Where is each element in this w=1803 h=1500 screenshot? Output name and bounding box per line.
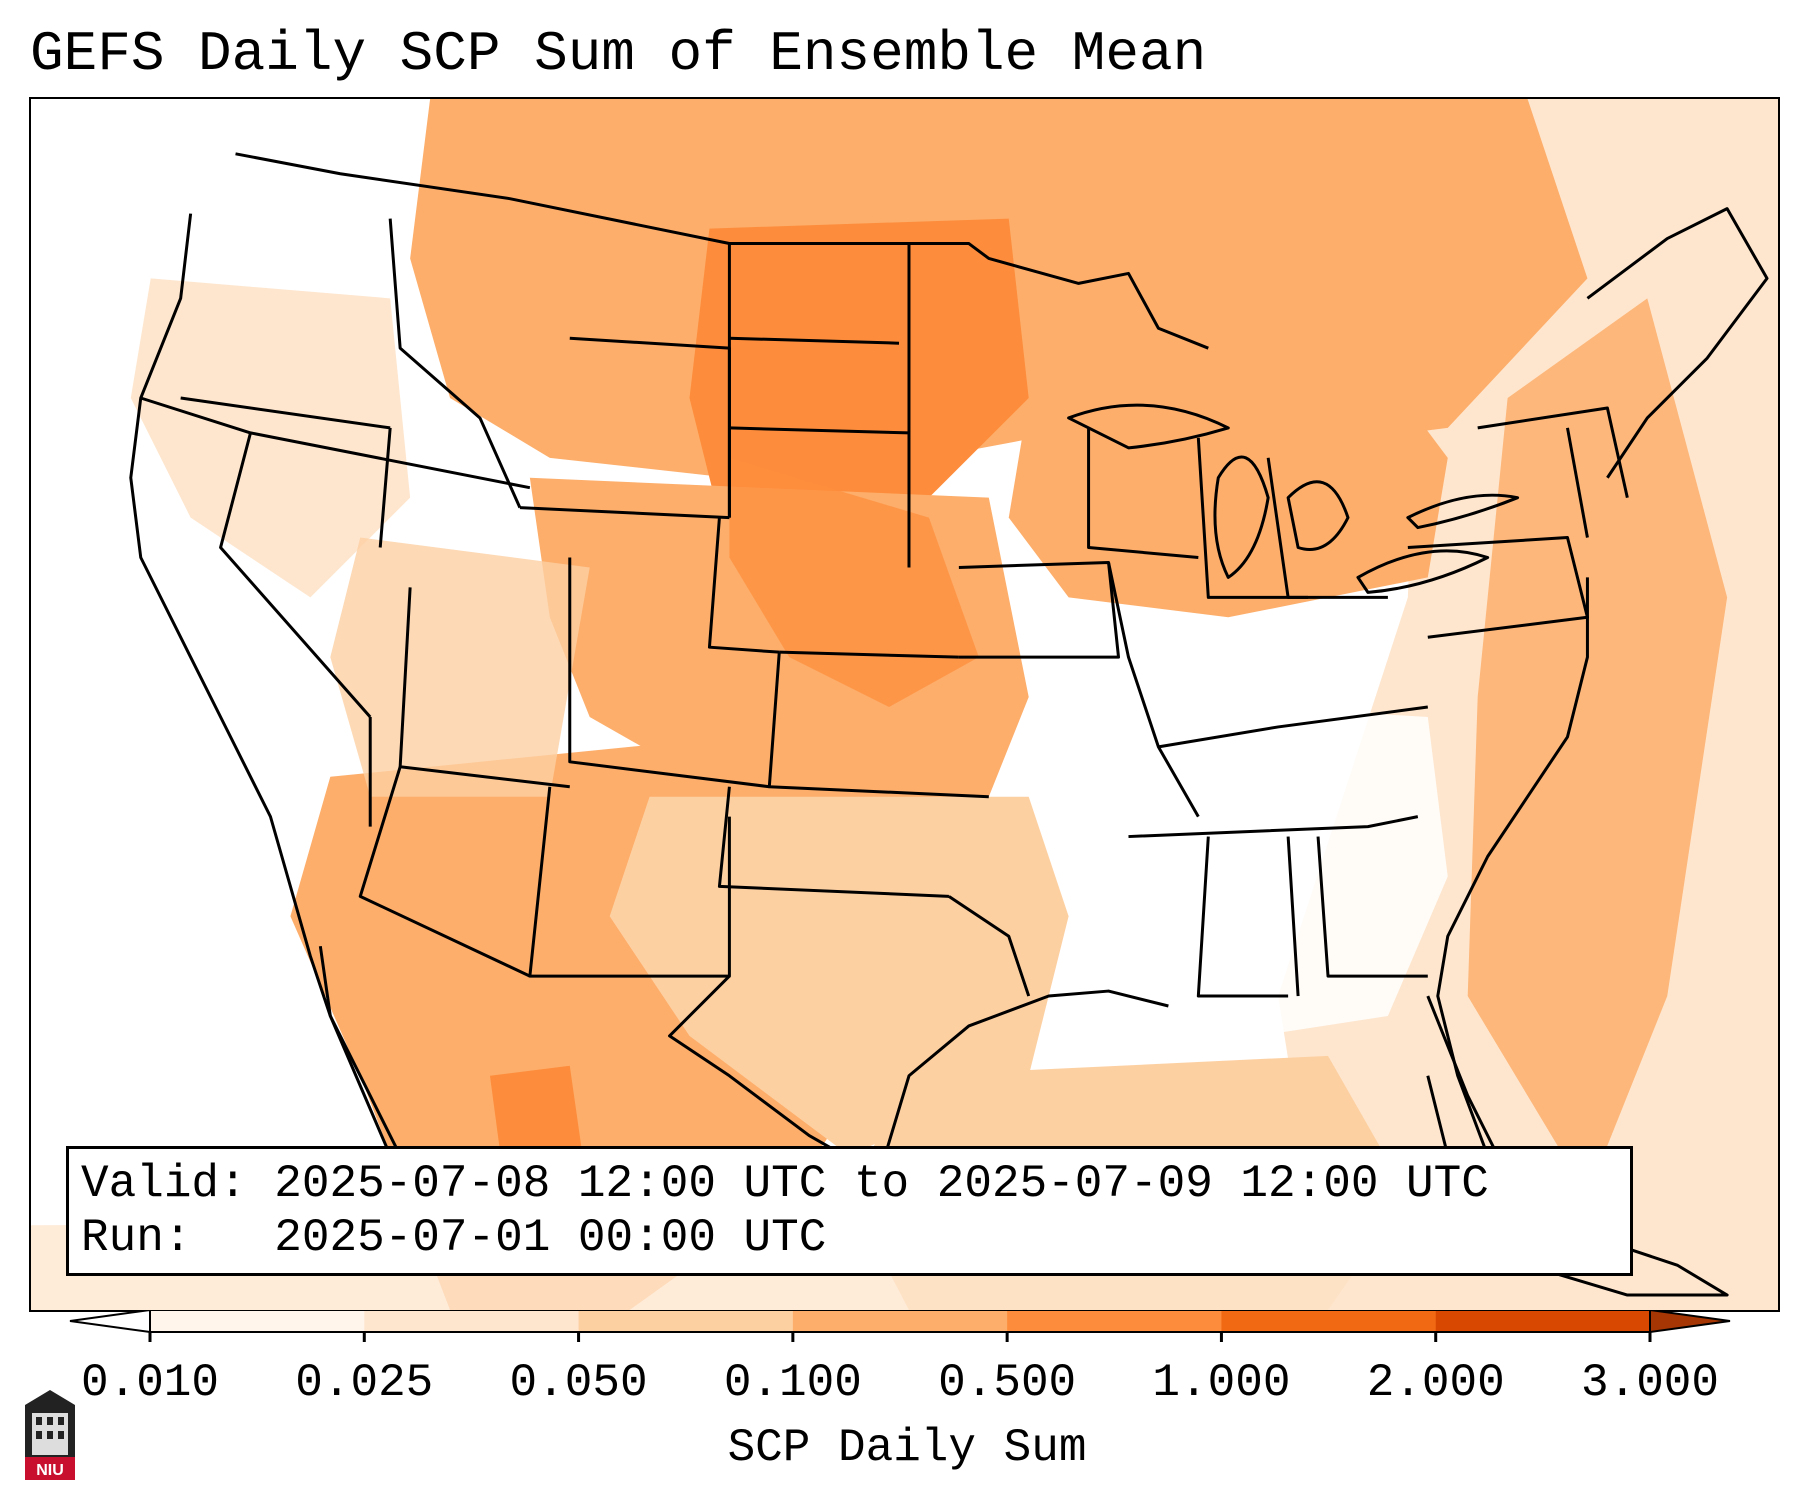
colorbar-extend-high	[1649, 1310, 1731, 1334]
colorbar-tick-label: 2.000	[1366, 1357, 1505, 1409]
colorbar-title: SCP Daily Sum	[727, 1422, 1087, 1474]
colorbar-ticks	[148, 1332, 1652, 1342]
colorbar-segment	[792, 1310, 1008, 1332]
scp-shading	[31, 99, 1778, 1310]
run-value: 2025-07-01 00:00 UTC	[274, 1212, 827, 1264]
colorbar-segment	[364, 1310, 580, 1332]
valid-label: Valid:	[81, 1158, 247, 1210]
colorbar-segment	[578, 1310, 794, 1332]
colorbar-tick-label: 0.010	[80, 1357, 220, 1409]
valid-run-info-box: Valid: 2025-07-08 12:00 UTC to 2025-07-0…	[66, 1146, 1633, 1276]
run-label: Run:	[81, 1212, 192, 1264]
valid-value: 2025-07-08 12:00 UTC to 2025-07-09 12:00…	[274, 1158, 1489, 1210]
colorbar-tick-label: 0.050	[509, 1357, 648, 1409]
colorbar-segment	[1007, 1310, 1222, 1332]
colorbar-tick-label: 0.500	[938, 1357, 1077, 1409]
colorbar-extend-low	[69, 1310, 151, 1334]
map-panel	[29, 97, 1780, 1312]
map-canvas	[31, 99, 1778, 1310]
colorbar	[69, 1310, 1731, 1342]
niu-logo-icon: NIU	[25, 1390, 75, 1480]
colorbar-outline	[149, 1310, 1651, 1333]
colorbar-tick-label: 0.100	[723, 1357, 862, 1409]
colorbar-tick-label: 3.000	[1580, 1357, 1720, 1409]
chart-title: GEFS Daily SCP Sum of Ensemble Mean	[30, 22, 1207, 86]
colorbar-segment	[1435, 1310, 1651, 1332]
colorbar-tick-label: 0.025	[295, 1357, 434, 1409]
logo-text: NIU	[36, 1462, 64, 1479]
colorbar-segments	[69, 1310, 1731, 1334]
colorbar-segment	[150, 1310, 365, 1332]
colorbar-segment	[1221, 1310, 1437, 1332]
colorbar-tick-label: 1.000	[1152, 1357, 1291, 1409]
